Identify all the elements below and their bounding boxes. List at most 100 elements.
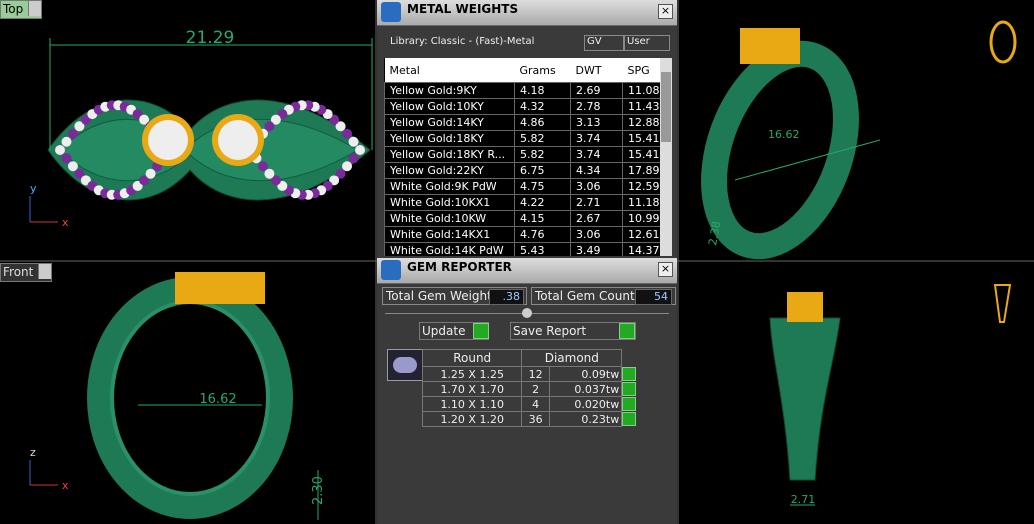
scrollbar[interactable] xyxy=(660,58,672,256)
cell: Yellow Gold:18KY xyxy=(384,130,515,147)
perspective-ring xyxy=(701,20,1017,260)
cell: 12.59 xyxy=(622,178,660,195)
dimension-label: 2.71 xyxy=(791,493,816,506)
cell: White Gold:14K PdW xyxy=(384,242,515,256)
row-button[interactable] xyxy=(622,397,644,412)
dimension-label: 2.38 xyxy=(706,220,723,246)
dimension-label: 2.30 xyxy=(311,476,326,505)
front-view-ring xyxy=(87,272,293,519)
gem xyxy=(270,175,281,186)
gem xyxy=(55,145,65,155)
gem xyxy=(61,153,72,164)
toggle[interactable]: User xyxy=(624,35,670,51)
column-header: Grams xyxy=(514,58,571,83)
button-icon[interactable] xyxy=(473,323,489,339)
field-value: 54 xyxy=(635,289,672,305)
gem xyxy=(348,153,359,164)
gem xyxy=(329,175,340,186)
viewport-label[interactable]: Top xyxy=(0,0,43,19)
cell: 4.32 xyxy=(514,98,571,115)
row-button[interactable] xyxy=(622,412,644,427)
metal-row: White Gold:10KW 4.15 2.67 10.99 xyxy=(384,210,660,227)
cell: 2.71 xyxy=(570,194,623,211)
field-label: Total Gem Count xyxy=(531,287,676,305)
metal-weights-panel: METAL WEIGHTS × Library: Classic - (Fast)… xyxy=(377,0,677,258)
axis-label: x xyxy=(62,216,69,229)
cell: 4.86 xyxy=(514,114,571,131)
cell: 5.43 xyxy=(514,242,571,256)
cell: 4.22 xyxy=(514,194,571,211)
row-button[interactable] xyxy=(622,382,644,397)
gem xyxy=(74,168,85,179)
toggle[interactable]: GV xyxy=(584,35,624,51)
gem-reporter-panel: GEM REPORTER × Total Gem Weight .38 Total… xyxy=(377,258,677,524)
cell: 1.10 X 1.10 xyxy=(421,396,523,412)
cell: 0.09tw xyxy=(548,366,623,382)
cell: White Gold:10KX1 xyxy=(384,194,515,211)
gem xyxy=(80,114,91,125)
slider-knob[interactable] xyxy=(522,308,532,318)
title-bar: METAL WEIGHTS × xyxy=(377,0,677,26)
gem xyxy=(61,136,72,147)
metal-row: Yellow Gold:22KY 6.75 4.34 17.89 xyxy=(384,162,660,179)
gem-row: 1.10 X 1.10 4 0.020tw xyxy=(421,396,644,412)
viewport-label[interactable]: Front xyxy=(0,263,53,282)
cell: 3.06 xyxy=(570,226,623,243)
dimension-label: 21.29 xyxy=(186,28,235,48)
row-button[interactable] xyxy=(622,367,644,382)
metal-row: Yellow Gold:9KY 4.18 2.69 11.08 xyxy=(384,82,660,99)
top-dimension xyxy=(49,38,373,150)
cell: 0.23tw xyxy=(548,411,623,427)
gem xyxy=(342,128,353,139)
gem-icon xyxy=(387,349,423,381)
metal-table-wrap: Metal Grams DWT SPG Yellow Gold:9KY 4.18 2.69 1… xyxy=(384,58,660,256)
cell: 2.78 xyxy=(570,98,623,115)
gem xyxy=(67,161,78,172)
gem xyxy=(335,121,346,132)
cell: 3.13 xyxy=(570,114,623,131)
cell: Yellow Gold:10KY xyxy=(384,98,515,115)
dimension-label: 16.62 xyxy=(199,392,236,407)
metal-row: White Gold:14KX1 4.76 3.06 12.61 xyxy=(384,226,660,243)
cell: 12 xyxy=(521,366,550,382)
cell: 17.89 xyxy=(622,162,660,179)
save-report-button[interactable]: Save Report xyxy=(510,322,636,340)
axis-label: x xyxy=(62,479,69,492)
cell: Yellow Gold:14KY xyxy=(384,114,515,131)
cell: 2.69 xyxy=(570,82,623,99)
gem xyxy=(74,121,85,132)
close-button[interactable]: × xyxy=(658,262,673,277)
cell: 11.08 xyxy=(622,82,660,99)
cell: Yellow Gold:18KY R... xyxy=(384,146,515,163)
metal-table: Metal Grams DWT SPG Yellow Gold:9KY 4.18 2.69 1… xyxy=(384,58,660,256)
metal-row: White Gold:10KX1 4.22 2.71 11.18 xyxy=(384,194,660,211)
cell: 4.18 xyxy=(514,82,571,99)
gem xyxy=(264,121,275,132)
cell: 15.41 xyxy=(622,146,660,163)
button-icon[interactable] xyxy=(619,323,635,339)
gem-row: 1.70 X 1.70 2 0.037tw xyxy=(421,381,644,397)
cell: 4.34 xyxy=(570,162,623,179)
cell: 1.70 X 1.70 xyxy=(421,381,523,397)
cell: 2.67 xyxy=(570,210,623,227)
gem-header: Diamond xyxy=(521,349,623,367)
gem xyxy=(329,114,340,125)
cell: 3.49 xyxy=(570,242,623,256)
cell: 3.74 xyxy=(570,130,623,147)
metal-row: White Gold:9K PdW 4.75 3.06 12.59 xyxy=(384,178,660,195)
cell: 4.15 xyxy=(514,210,571,227)
column-header: Metal xyxy=(384,58,515,83)
dimension-label: 16.62 xyxy=(768,128,800,141)
cell: 4.76 xyxy=(514,226,571,243)
gem-table: Round Diamond 1.25 X 1.25 12 0.09tw 1.70 X … xyxy=(421,349,644,427)
close-button[interactable]: × xyxy=(658,4,673,19)
metal-row: Yellow Gold:14KY 4.86 3.13 12.88 xyxy=(384,114,660,131)
metal-row: White Gold:14K PdW 5.43 3.49 14.37 xyxy=(384,242,660,256)
cell: 3.74 xyxy=(570,146,623,163)
column-header: SPG xyxy=(622,58,660,83)
cell: 1.25 X 1.25 xyxy=(421,366,523,382)
gem xyxy=(277,109,288,120)
gem-row: 1.20 X 1.20 36 0.23tw xyxy=(421,411,644,427)
